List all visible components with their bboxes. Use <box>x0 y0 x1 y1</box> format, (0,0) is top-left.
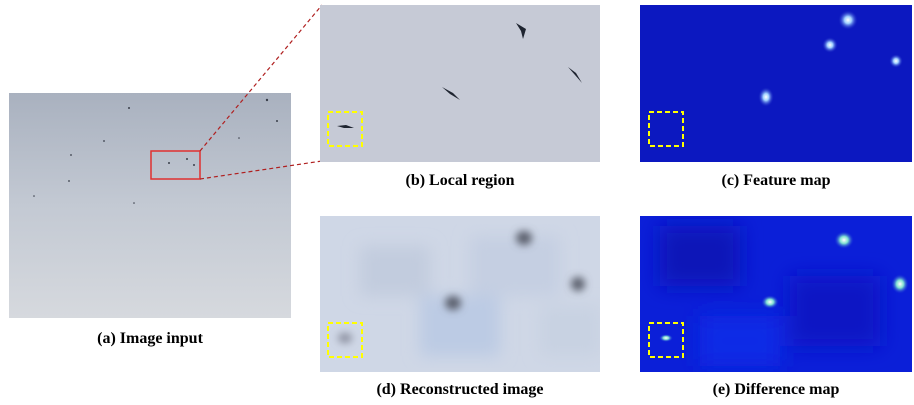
highlight-box <box>327 322 363 358</box>
panel-feature-map <box>640 5 912 162</box>
panel-difference-map <box>640 216 912 372</box>
reconstructed-image <box>320 216 600 372</box>
caption-image-input: (a) Image input <box>97 330 203 347</box>
local-region-photo <box>320 5 600 162</box>
difference-map-heatmap <box>640 216 912 372</box>
blurred-birds <box>338 231 585 343</box>
bird-icon <box>337 23 582 128</box>
caption-reconstructed-image: (d) Reconstructed image <box>376 381 544 398</box>
caption-local-region: (b) Local region <box>405 172 515 189</box>
panel-reconstructed-image <box>320 216 600 372</box>
feature-map-heatmap <box>640 5 912 162</box>
panel-image-input <box>9 93 291 318</box>
highlight-box <box>648 322 684 358</box>
caption-difference-map: (e) Difference map <box>712 381 840 398</box>
caption-feature-map: (c) Feature map <box>721 172 831 189</box>
panel-local-region <box>320 5 600 162</box>
highlight-box <box>648 111 684 147</box>
image-input-photo <box>9 93 291 318</box>
highlight-box <box>327 111 363 147</box>
